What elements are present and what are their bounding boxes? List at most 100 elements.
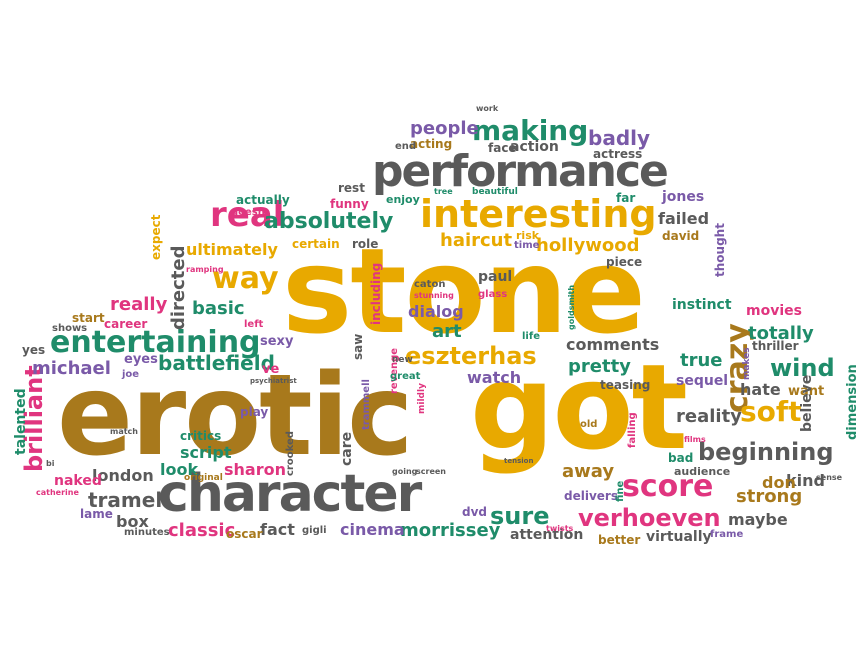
word-care: care: [339, 431, 355, 466]
word-teasing: teasing: [600, 378, 651, 392]
word-haircut: haircut: [440, 230, 513, 251]
word-risk: risk: [516, 229, 540, 242]
word-pretty: pretty: [568, 356, 631, 377]
word-yes: yes: [22, 343, 46, 357]
word-new: new: [392, 355, 413, 365]
word-movies: movies: [746, 303, 802, 319]
word-box: box: [116, 512, 149, 531]
word-dimension: dimension: [845, 364, 860, 440]
word-minutes: minutes: [124, 527, 170, 538]
word-makes: makes: [742, 347, 752, 380]
word-kind: kind: [786, 471, 825, 490]
word-bi: bi: [46, 459, 55, 468]
word-oscar: oscar: [226, 527, 263, 541]
word-tramell: tramell: [88, 488, 170, 512]
word-goldsmith: goldsmith: [567, 284, 576, 330]
word-away: away: [562, 461, 615, 482]
word-crooked: crooked: [285, 431, 296, 476]
word-maybe: maybe: [728, 510, 788, 529]
word-fact: fact: [260, 520, 295, 539]
word-actress: actress: [593, 147, 643, 161]
word-sexy: sexy: [260, 334, 294, 349]
word-art: art: [432, 321, 462, 342]
word-lame: lame: [80, 507, 113, 521]
word-soft: soft: [740, 395, 802, 428]
word-rest: rest: [338, 181, 365, 195]
word-critics: critics: [180, 429, 222, 443]
word-classic: classic: [168, 520, 236, 541]
word-doesn: doesn: [231, 207, 265, 218]
word-sharon: sharon: [224, 460, 286, 479]
word-totally: totally: [748, 323, 814, 344]
word-michael: michael: [32, 358, 111, 379]
word-work: work: [476, 104, 499, 113]
word-joe: joe: [122, 369, 140, 380]
word-action: action: [510, 139, 559, 155]
word-catherine: catherine: [36, 488, 79, 497]
word-glass: glass: [478, 289, 508, 300]
word-stunning: stunning: [414, 291, 454, 300]
word-attention: attention: [510, 527, 584, 543]
word-directed: directed: [168, 245, 189, 330]
word-comments: comments: [566, 335, 660, 354]
word-twists: twists: [546, 524, 574, 533]
word-gigli: gigli: [302, 525, 327, 536]
word-sequel: sequel: [676, 373, 729, 389]
word-dvd: dvd: [462, 505, 488, 519]
word-badly: badly: [588, 126, 651, 150]
word-great: great: [390, 371, 421, 382]
word-enjoy: enjoy: [386, 193, 420, 206]
word-life: life: [522, 331, 540, 342]
word-dialog: dialog: [408, 302, 464, 321]
word-hollywood: hollywood: [536, 235, 640, 256]
word-sense: sense: [816, 473, 843, 482]
word-look: look: [160, 460, 199, 479]
word-verhoeven: verhoeven: [578, 504, 721, 532]
word-failed: failed: [658, 209, 710, 228]
word-beginning: beginning: [698, 438, 834, 466]
word-going: going: [392, 467, 418, 476]
word-tension: tension: [504, 457, 534, 465]
word-london: london: [92, 466, 154, 485]
word-strong: strong: [736, 486, 803, 507]
word-bad: bad: [668, 451, 694, 465]
word-films: films: [684, 435, 706, 444]
word-trammell: trammell: [361, 379, 372, 430]
word-entertaining: entertaining: [50, 325, 261, 360]
word-original: original: [184, 473, 223, 483]
word-basic: basic: [192, 298, 245, 319]
word-instinct: instinct: [672, 297, 732, 313]
word-screen: screen: [416, 467, 446, 476]
word-cinema: cinema: [340, 520, 405, 539]
word-role: role: [352, 237, 379, 251]
word-far: far: [616, 191, 636, 205]
word-erotic: erotic: [57, 351, 413, 481]
word-beautiful: beautiful: [472, 187, 518, 197]
word-watch: watch: [467, 368, 522, 387]
word-don: don: [762, 473, 796, 492]
word-morrissey: morrissey: [400, 520, 501, 541]
word-paul: paul: [478, 269, 513, 285]
word-making: making: [472, 114, 589, 147]
word-end: end: [395, 141, 417, 152]
word-face: face: [488, 141, 517, 155]
word-left: left: [244, 319, 264, 330]
word-shows: shows: [52, 323, 88, 334]
word-reality: reality: [676, 406, 742, 427]
word-piece: piece: [606, 255, 643, 269]
word-psychiatrist: psychiatrist: [250, 377, 297, 385]
word-performance: performance: [372, 146, 669, 197]
word-stone: stone: [282, 222, 646, 360]
word-better: better: [598, 533, 641, 547]
word-eszterhas: eszterhas: [405, 342, 537, 370]
word-old: old: [580, 419, 598, 430]
word-delivers: delivers: [564, 489, 618, 503]
word-thriller: thriller: [752, 339, 799, 353]
word-mildly: mildly: [417, 383, 427, 414]
word-talented: talented: [13, 388, 29, 455]
word-jones: jones: [662, 189, 705, 205]
word-believe: believe: [799, 374, 815, 432]
word-true: true: [680, 350, 723, 371]
word-start: start: [72, 311, 105, 325]
